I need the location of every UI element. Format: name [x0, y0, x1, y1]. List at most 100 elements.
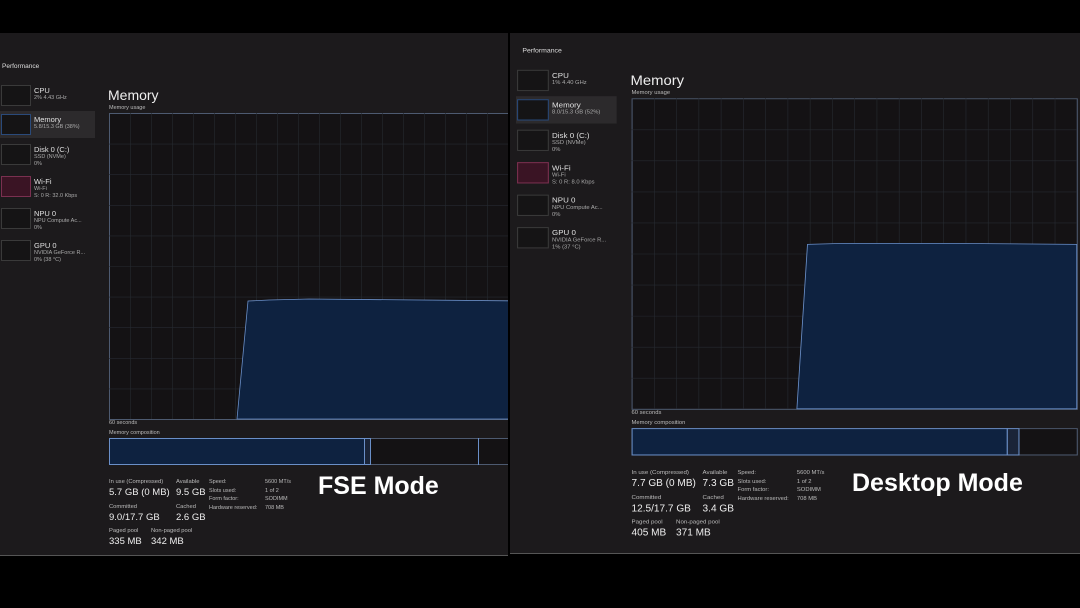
usage-area: [796, 242, 1078, 410]
stat-value: 342 MB: [151, 536, 184, 547]
sidebar-graph: [1, 144, 31, 165]
stat-label: Paged pool: [109, 528, 139, 534]
sidebar-detail: 0%: [34, 225, 42, 231]
graph-label: Memory usage: [109, 105, 146, 111]
spec-value: 1 of 2: [796, 478, 812, 485]
sidebar-graph: [1, 114, 31, 135]
sidebar-detail: 2% 4.43 GHz: [34, 95, 67, 101]
sidebar-name: Disk 0 (C:): [34, 145, 70, 154]
stat-label: In use (Compressed): [109, 479, 164, 485]
sidebar-name: Memory: [552, 100, 581, 110]
sidebar-graph: [1, 176, 31, 197]
stat-label: In use (Compressed): [631, 469, 689, 476]
stat-label: Non-paged pool: [151, 528, 193, 534]
stat-label: Cached: [702, 495, 724, 502]
spec-value: 708 MB: [265, 504, 284, 511]
spec-label: Form factor:: [737, 486, 769, 494]
stat-label: Committed: [631, 495, 662, 502]
composition-label: Memory composition: [109, 430, 160, 436]
time-label: 60 seconds: [631, 409, 662, 416]
sidebar-name: GPU 0: [552, 228, 576, 238]
mode-caption: Desktop Mode: [852, 469, 1023, 497]
stat-value: 371 MB: [676, 527, 711, 539]
window-content: Performance CPU 1% 4.40 GHz Memory 8.0/15.3 …: [516, 33, 1080, 553]
sidebar-detail: 1% (37 °C): [552, 244, 581, 251]
stat-label: Paged pool: [631, 519, 663, 526]
sidebar-detail: S: 0 R: 8.0 Kbps: [552, 179, 595, 186]
stat-label: Non-paged pool: [676, 519, 720, 526]
page-title: Memory: [630, 71, 685, 89]
stat-value: 405 MB: [631, 527, 667, 539]
spec-value: 5600 MT/s: [265, 479, 291, 485]
stat-label: Available: [176, 479, 200, 485]
sidebar-graph: [1, 240, 31, 261]
task-manager-window: Performance CPU 2% 4.43 GHz Memory 5.8/15.3 …: [0, 33, 508, 556]
sidebar-detail: 8.0/15.3 GB (52%): [552, 109, 601, 116]
spec-value: 708 MB: [796, 495, 818, 502]
spec-value: 5600 MT/s: [796, 469, 825, 476]
sidebar-graph: [517, 69, 549, 92]
stat-value: 7.7 GB (0 MB): [631, 477, 696, 489]
composition-bar: [109, 438, 508, 465]
spec-label: Slots used:: [209, 487, 237, 494]
sidebar-name: Wi-Fi: [34, 177, 52, 186]
sidebar-detail: NPU Compute Ac...: [34, 218, 82, 224]
spec-value: 1 of 2: [265, 487, 279, 494]
sidebar-name: NPU 0: [552, 195, 576, 205]
spec-label: Form factor:: [209, 496, 239, 502]
page-title: Memory: [108, 87, 159, 103]
spec-value: SODIMM: [796, 486, 821, 494]
stat-value: 12.5/17.7 GB: [631, 503, 691, 515]
sidebar-graph: [517, 162, 549, 184]
spec-value: SODIMM: [265, 496, 288, 502]
stat-value: 335 MB: [109, 536, 142, 547]
spec-label: Speed:: [737, 469, 757, 476]
sidebar-detail: SSD (NVMe): [552, 139, 586, 146]
sidebar-detail: 5.8/15.3 GB (38%): [34, 124, 80, 130]
sidebar-graph: [1, 85, 31, 106]
memory-usage-graph: [109, 113, 508, 420]
sidebar-graph: [517, 129, 549, 151]
sidebar-detail: NPU Compute Ac...: [552, 204, 603, 211]
stat-label: Cached: [176, 504, 196, 510]
sidebar-name: GPU 0: [34, 241, 57, 250]
sidebar-detail: 1% 4.40 GHz: [552, 79, 587, 87]
sidebar-graph: [1, 208, 31, 229]
sidebar-detail: NVIDIA GeForce R...: [34, 250, 86, 256]
sidebar-name: Disk 0 (C:): [552, 130, 590, 140]
window-header: Performance: [2, 63, 40, 70]
sidebar-name: CPU: [552, 70, 569, 80]
sidebar-detail: S: 0 R: 32.0 Kbps: [34, 193, 78, 199]
sidebar-detail: Wi-Fi: [34, 186, 47, 192]
sidebar-detail: SSD (NVMe): [34, 154, 66, 160]
stat-value: 9.0/17.7 GB: [109, 512, 160, 523]
composition-label: Memory composition: [631, 419, 686, 427]
sidebar-name: Memory: [34, 115, 62, 124]
sidebar-name: Wi-Fi: [552, 163, 571, 173]
stat-value: 2.6 GB: [176, 512, 206, 523]
stat-value: 3.4 GB: [702, 503, 734, 515]
time-label: 60 seconds: [109, 420, 138, 426]
spec-label: Hardware reserved:: [737, 495, 789, 502]
mode-caption: FSE Mode: [318, 472, 439, 500]
window-content: Performance CPU 2% 4.43 GHz Memory 5.8/15.3 …: [0, 33, 508, 555]
stat-value: 7.3 GB: [702, 477, 734, 489]
usage-area: [236, 298, 508, 420]
sidebar-detail: 0%: [552, 211, 561, 218]
spec-label: Hardware reserved:: [209, 504, 258, 511]
window-header: Performance: [522, 47, 562, 55]
spec-label: Speed:: [209, 479, 227, 485]
stat-value: 5.7 GB (0 MB): [109, 487, 170, 498]
sidebar-name: NPU 0: [34, 209, 57, 218]
sidebar-name: CPU: [34, 86, 50, 95]
sidebar-detail: NVIDIA GeForce R...: [552, 237, 607, 244]
sidebar-detail: Wi-Fi: [552, 172, 566, 179]
stat-value: 9.5 GB: [176, 487, 206, 498]
sidebar-detail: 0%: [34, 161, 42, 167]
sidebar-graph: [517, 194, 549, 216]
sidebar-detail: 0%: [552, 146, 561, 154]
memory-usage-graph: [631, 98, 1078, 410]
graph-label: Memory usage: [631, 90, 671, 97]
sidebar-graph: [517, 227, 549, 249]
